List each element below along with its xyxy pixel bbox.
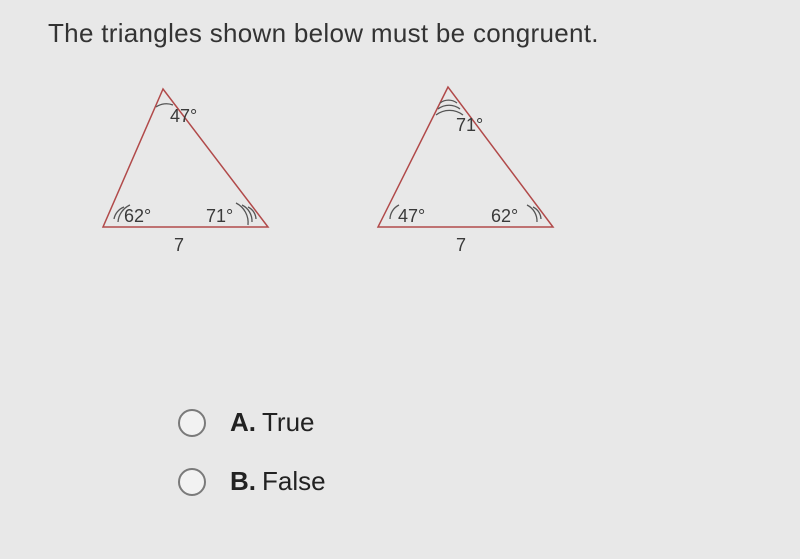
right-br-arc2-icon xyxy=(527,205,537,222)
option-b-letter: B. xyxy=(230,466,256,496)
option-a-label: A.True xyxy=(230,407,315,438)
option-a-text: True xyxy=(262,407,315,437)
right-top-angle: 71° xyxy=(456,115,483,135)
option-a[interactable]: A.True xyxy=(178,407,752,438)
left-br-arc3-icon xyxy=(236,203,248,225)
left-top-angle: 47° xyxy=(170,106,197,126)
right-apex-arc2-icon xyxy=(438,105,460,109)
right-apex-arc1-icon xyxy=(440,100,457,103)
question-container: The triangles shown below must be congru… xyxy=(0,0,800,543)
right-right-angle: 62° xyxy=(491,206,518,226)
radio-b-icon[interactable] xyxy=(178,468,206,496)
left-base-label: 7 xyxy=(174,235,184,255)
option-b-label: B.False xyxy=(230,466,326,497)
answer-options: A.True B.False xyxy=(178,407,752,497)
question-text: The triangles shown below must be congru… xyxy=(48,18,752,49)
right-left-angle: 47° xyxy=(398,206,425,226)
right-base-label: 7 xyxy=(456,235,466,255)
triangles-diagram: 47° 62° 71° 7 71° 47° 62° 7 xyxy=(48,67,748,287)
left-right-angle: 71° xyxy=(206,206,233,226)
option-b-text: False xyxy=(262,466,326,496)
radio-a-icon[interactable] xyxy=(178,409,206,437)
left-left-angle: 62° xyxy=(124,206,151,226)
option-a-letter: A. xyxy=(230,407,256,437)
left-br-arc2-icon xyxy=(242,205,252,222)
triangles-svg: 47° 62° 71° 7 71° 47° 62° 7 xyxy=(48,67,748,277)
option-b[interactable]: B.False xyxy=(178,466,752,497)
